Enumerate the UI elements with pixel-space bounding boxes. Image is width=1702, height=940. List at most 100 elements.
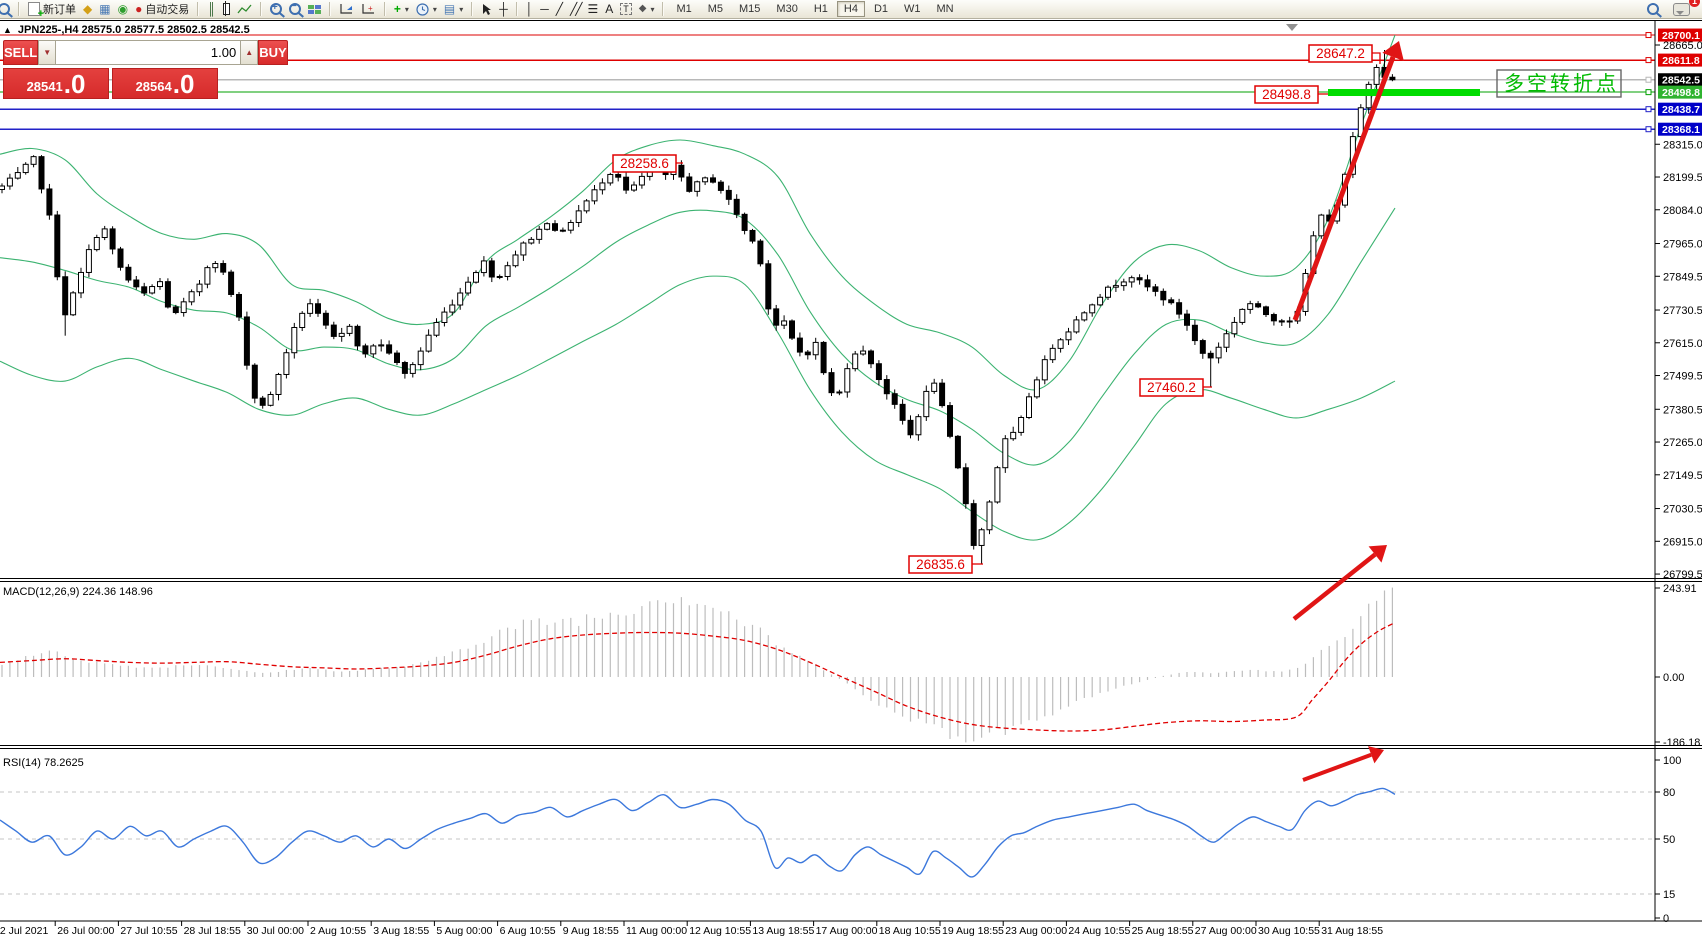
channel-tool[interactable]: ╱╱ — [567, 1, 583, 18]
timeframe-w1[interactable]: W1 — [904, 3, 921, 15]
svg-text:80: 80 — [1663, 787, 1675, 799]
candlestick-button[interactable] — [220, 1, 233, 18]
sell-price: 28541 — [26, 79, 63, 94]
symbols-button[interactable]: ◆ — [80, 1, 95, 18]
crosshair-icon: ┼ — [499, 2, 508, 16]
svg-text:26799.5: 26799.5 — [1663, 569, 1702, 581]
svg-text:28 Jul 18:55: 28 Jul 18:55 — [184, 925, 241, 937]
svg-text:31 Aug 18:55: 31 Aug 18:55 — [1321, 925, 1383, 937]
time-axis[interactable]: 22 Jul 2021 26 Jul 00:00 27 Jul 10:55 28 Ju… — [0, 920, 1702, 937]
tile-windows-button[interactable] — [305, 1, 324, 18]
svg-text:27265.0: 27265.0 — [1663, 437, 1702, 449]
timeframe-toolbar: M1 M5 M15 M30 H1 H4 D1 W1 MN — [669, 1, 960, 17]
svg-text:27499.5: 27499.5 — [1663, 371, 1702, 383]
price-axis[interactable]: 28665.0 28315.0 28199.5 28084.0 27965.0 27849… — [1654, 21, 1702, 925]
trendline-icon: ╱ — [555, 2, 563, 16]
zoom-out-icon — [288, 1, 301, 15]
autotrade-label: 自动交易 — [145, 4, 190, 16]
new-order-label: 新订单 — [43, 4, 76, 16]
chevron-down-icon: ▾ — [459, 4, 464, 14]
buy-price: 28564 — [135, 79, 172, 94]
signals-button[interactable]: ◉ — [115, 1, 131, 18]
chart-shift-marker-icon[interactable] — [1286, 24, 1298, 31]
svg-text:28647.2: 28647.2 — [1316, 46, 1365, 61]
svg-text:3 Aug 18:55: 3 Aug 18:55 — [373, 925, 429, 937]
label-tool[interactable]: T — [617, 1, 635, 18]
svg-text:0.00: 0.00 — [1663, 672, 1684, 684]
volume-decrease-button[interactable]: ▼ — [38, 40, 57, 65]
chart-axes-icon — [340, 4, 352, 14]
chat-button[interactable]: 1 — [1670, 0, 1700, 18]
bollinger-middle-line — [0, 207, 1396, 466]
text-tool[interactable]: A — [602, 1, 616, 18]
buy-price-big-digit: .0 — [172, 69, 195, 99]
svg-text:28498.8: 28498.8 — [1662, 87, 1700, 99]
sell-button[interactable]: SELL — [3, 40, 39, 65]
template-dropdown[interactable]: ▤ ▾ — [441, 1, 466, 18]
svg-text:15: 15 — [1663, 889, 1675, 901]
volume-box: ▼ ▲ — [38, 40, 259, 65]
svg-text:28498.8: 28498.8 — [1262, 87, 1311, 102]
symbols-icon: ◆ — [83, 2, 93, 16]
text-tool-icon: A — [605, 2, 614, 16]
timeframe-h4[interactable]: H4 — [836, 1, 865, 17]
notification-badge: 1 — [1689, 0, 1700, 7]
svg-text:27030.5: 27030.5 — [1663, 504, 1702, 516]
zoom-out-button[interactable] — [286, 1, 304, 18]
add-indicator-dropdown[interactable]: + ▾ — [391, 1, 412, 18]
svg-text:28542.5: 28542.5 — [1662, 75, 1700, 87]
timeframe-m30[interactable]: M30 — [776, 3, 798, 15]
timeframe-m1[interactable]: M1 — [676, 3, 692, 15]
svg-text:28315.0: 28315.0 — [1663, 139, 1702, 151]
svg-text:2 Aug 10:55: 2 Aug 10:55 — [310, 925, 366, 937]
tile-windows-icon — [307, 4, 321, 14]
cursor-tool[interactable] — [478, 1, 495, 18]
trend-arrow-macd — [1292, 545, 1387, 621]
fibonacci-tool[interactable]: ☰ — [584, 1, 601, 18]
timeframe-h1[interactable]: H1 — [813, 3, 828, 15]
hline-tool[interactable]: ─ — [537, 1, 552, 18]
buy-button[interactable]: BUY — [258, 40, 288, 65]
svg-text:多空转折点: 多空转折点 — [1504, 72, 1619, 95]
bollinger-upper-line — [0, 34, 1396, 391]
trendline-tool[interactable]: ╱ — [553, 1, 566, 18]
chart-window[interactable]: 多空转折点 28647.2 28498.8 28258.6 27460.2 26835.6… — [0, 20, 1702, 940]
horizontal-line-icon: ─ — [540, 2, 549, 16]
timeframe-m15[interactable]: M15 — [739, 3, 761, 15]
volume-input[interactable] — [56, 40, 241, 65]
chart-canvas[interactable]: 多空转折点 28647.2 28498.8 28258.6 27460.2 26835.6… — [0, 21, 1702, 940]
line-chart-button[interactable] — [234, 1, 255, 18]
macd-label: MACD(12,26,9) 224.36 148.96 — [3, 586, 153, 598]
period-dropdown[interactable]: ▾ — [413, 1, 440, 18]
svg-text:6 Aug 10:55: 6 Aug 10:55 — [500, 925, 556, 937]
crosshair-tool[interactable]: ┼ — [496, 1, 511, 18]
fibonacci-icon: ☰ — [587, 2, 599, 16]
bar-chart-button[interactable]: ║ — [204, 1, 219, 18]
panel-separators[interactable] — [0, 577, 1702, 750]
vline-tool[interactable]: │ — [523, 1, 537, 18]
svg-text:30 Jul 00:00: 30 Jul 00:00 — [247, 925, 304, 937]
cursor-icon — [483, 3, 492, 15]
search-button[interactable] — [1644, 1, 1662, 18]
annotations: 28647.2 28498.8 28258.6 27460.2 26835.6 — [612, 44, 1381, 574]
timeframe-d1[interactable]: D1 — [873, 3, 889, 15]
svg-text:26835.6: 26835.6 — [916, 557, 965, 572]
timeframe-m5[interactable]: M5 — [707, 3, 724, 15]
new-order-button[interactable]: 新订单 — [25, 1, 79, 20]
partial-search-icon[interactable] — [0, 1, 13, 18]
strategy-tester-button[interactable] — [336, 1, 357, 18]
shapes-dropdown[interactable]: ◆ ▾ — [636, 1, 658, 18]
zoom-in-button[interactable] — [267, 1, 285, 18]
svg-text:50: 50 — [1663, 834, 1675, 846]
charts-button[interactable]: ▦ — [96, 1, 113, 18]
buy-price-panel[interactable]: 28564 .0 — [112, 68, 218, 99]
autotrade-button[interactable]: ● 自动交易 — [132, 1, 192, 18]
svg-text:12 Aug 10:55: 12 Aug 10:55 — [689, 925, 751, 937]
timeframe-mn[interactable]: MN — [936, 3, 954, 15]
volume-increase-button[interactable]: ▲ — [240, 40, 259, 65]
svg-text:28368.1: 28368.1 — [1662, 124, 1700, 136]
pivot-text-box: 多空转折点 — [1496, 69, 1622, 98]
rsi-levels — [0, 791, 1655, 895]
sell-price-panel[interactable]: 28541 .0 — [3, 68, 109, 99]
indicators-window-button[interactable]: + — [358, 1, 379, 18]
